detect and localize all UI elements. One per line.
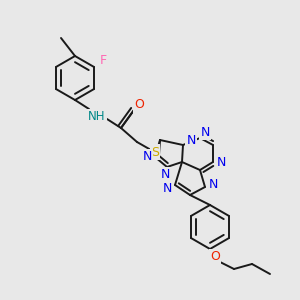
- Text: O: O: [210, 250, 220, 263]
- Text: S: S: [151, 146, 159, 158]
- Text: NH: NH: [88, 110, 106, 124]
- Text: N: N: [208, 178, 218, 191]
- Text: N: N: [216, 155, 226, 169]
- Text: N: N: [142, 151, 152, 164]
- Text: O: O: [134, 98, 144, 112]
- Text: N: N: [200, 125, 210, 139]
- Text: F: F: [100, 55, 106, 68]
- Text: N: N: [160, 169, 170, 182]
- Text: N: N: [186, 134, 196, 148]
- Text: N: N: [162, 182, 172, 196]
